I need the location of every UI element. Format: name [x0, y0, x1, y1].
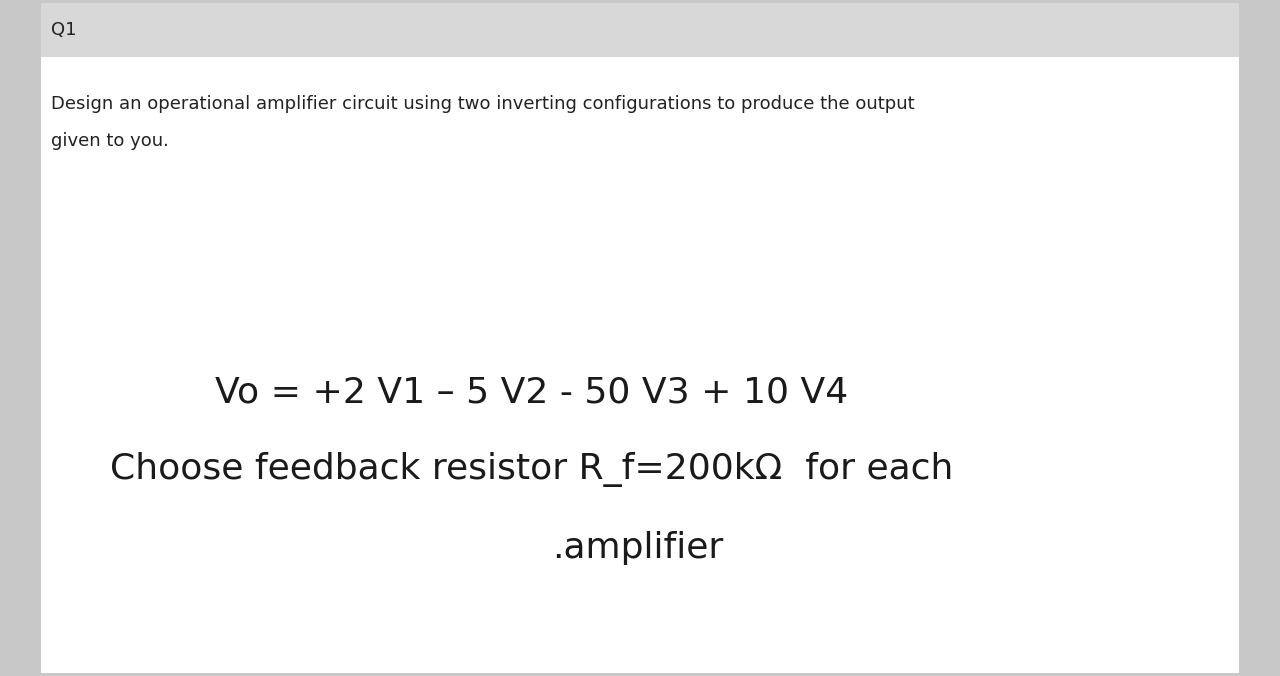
Text: Vo = +2 V1 – 5 V2 - 50 V3 + 10 V4: Vo = +2 V1 – 5 V2 - 50 V3 + 10 V4 — [215, 375, 847, 409]
Text: Q1: Q1 — [51, 22, 77, 39]
Text: Design an operational amplifier circuit using two inverting configurations to pr: Design an operational amplifier circuit … — [51, 95, 915, 113]
Text: given to you.: given to you. — [51, 132, 169, 150]
Text: .amplifier: .amplifier — [552, 531, 723, 564]
Text: Choose feedback resistor R_f=200kΩ  for each: Choose feedback resistor R_f=200kΩ for e… — [110, 452, 952, 487]
